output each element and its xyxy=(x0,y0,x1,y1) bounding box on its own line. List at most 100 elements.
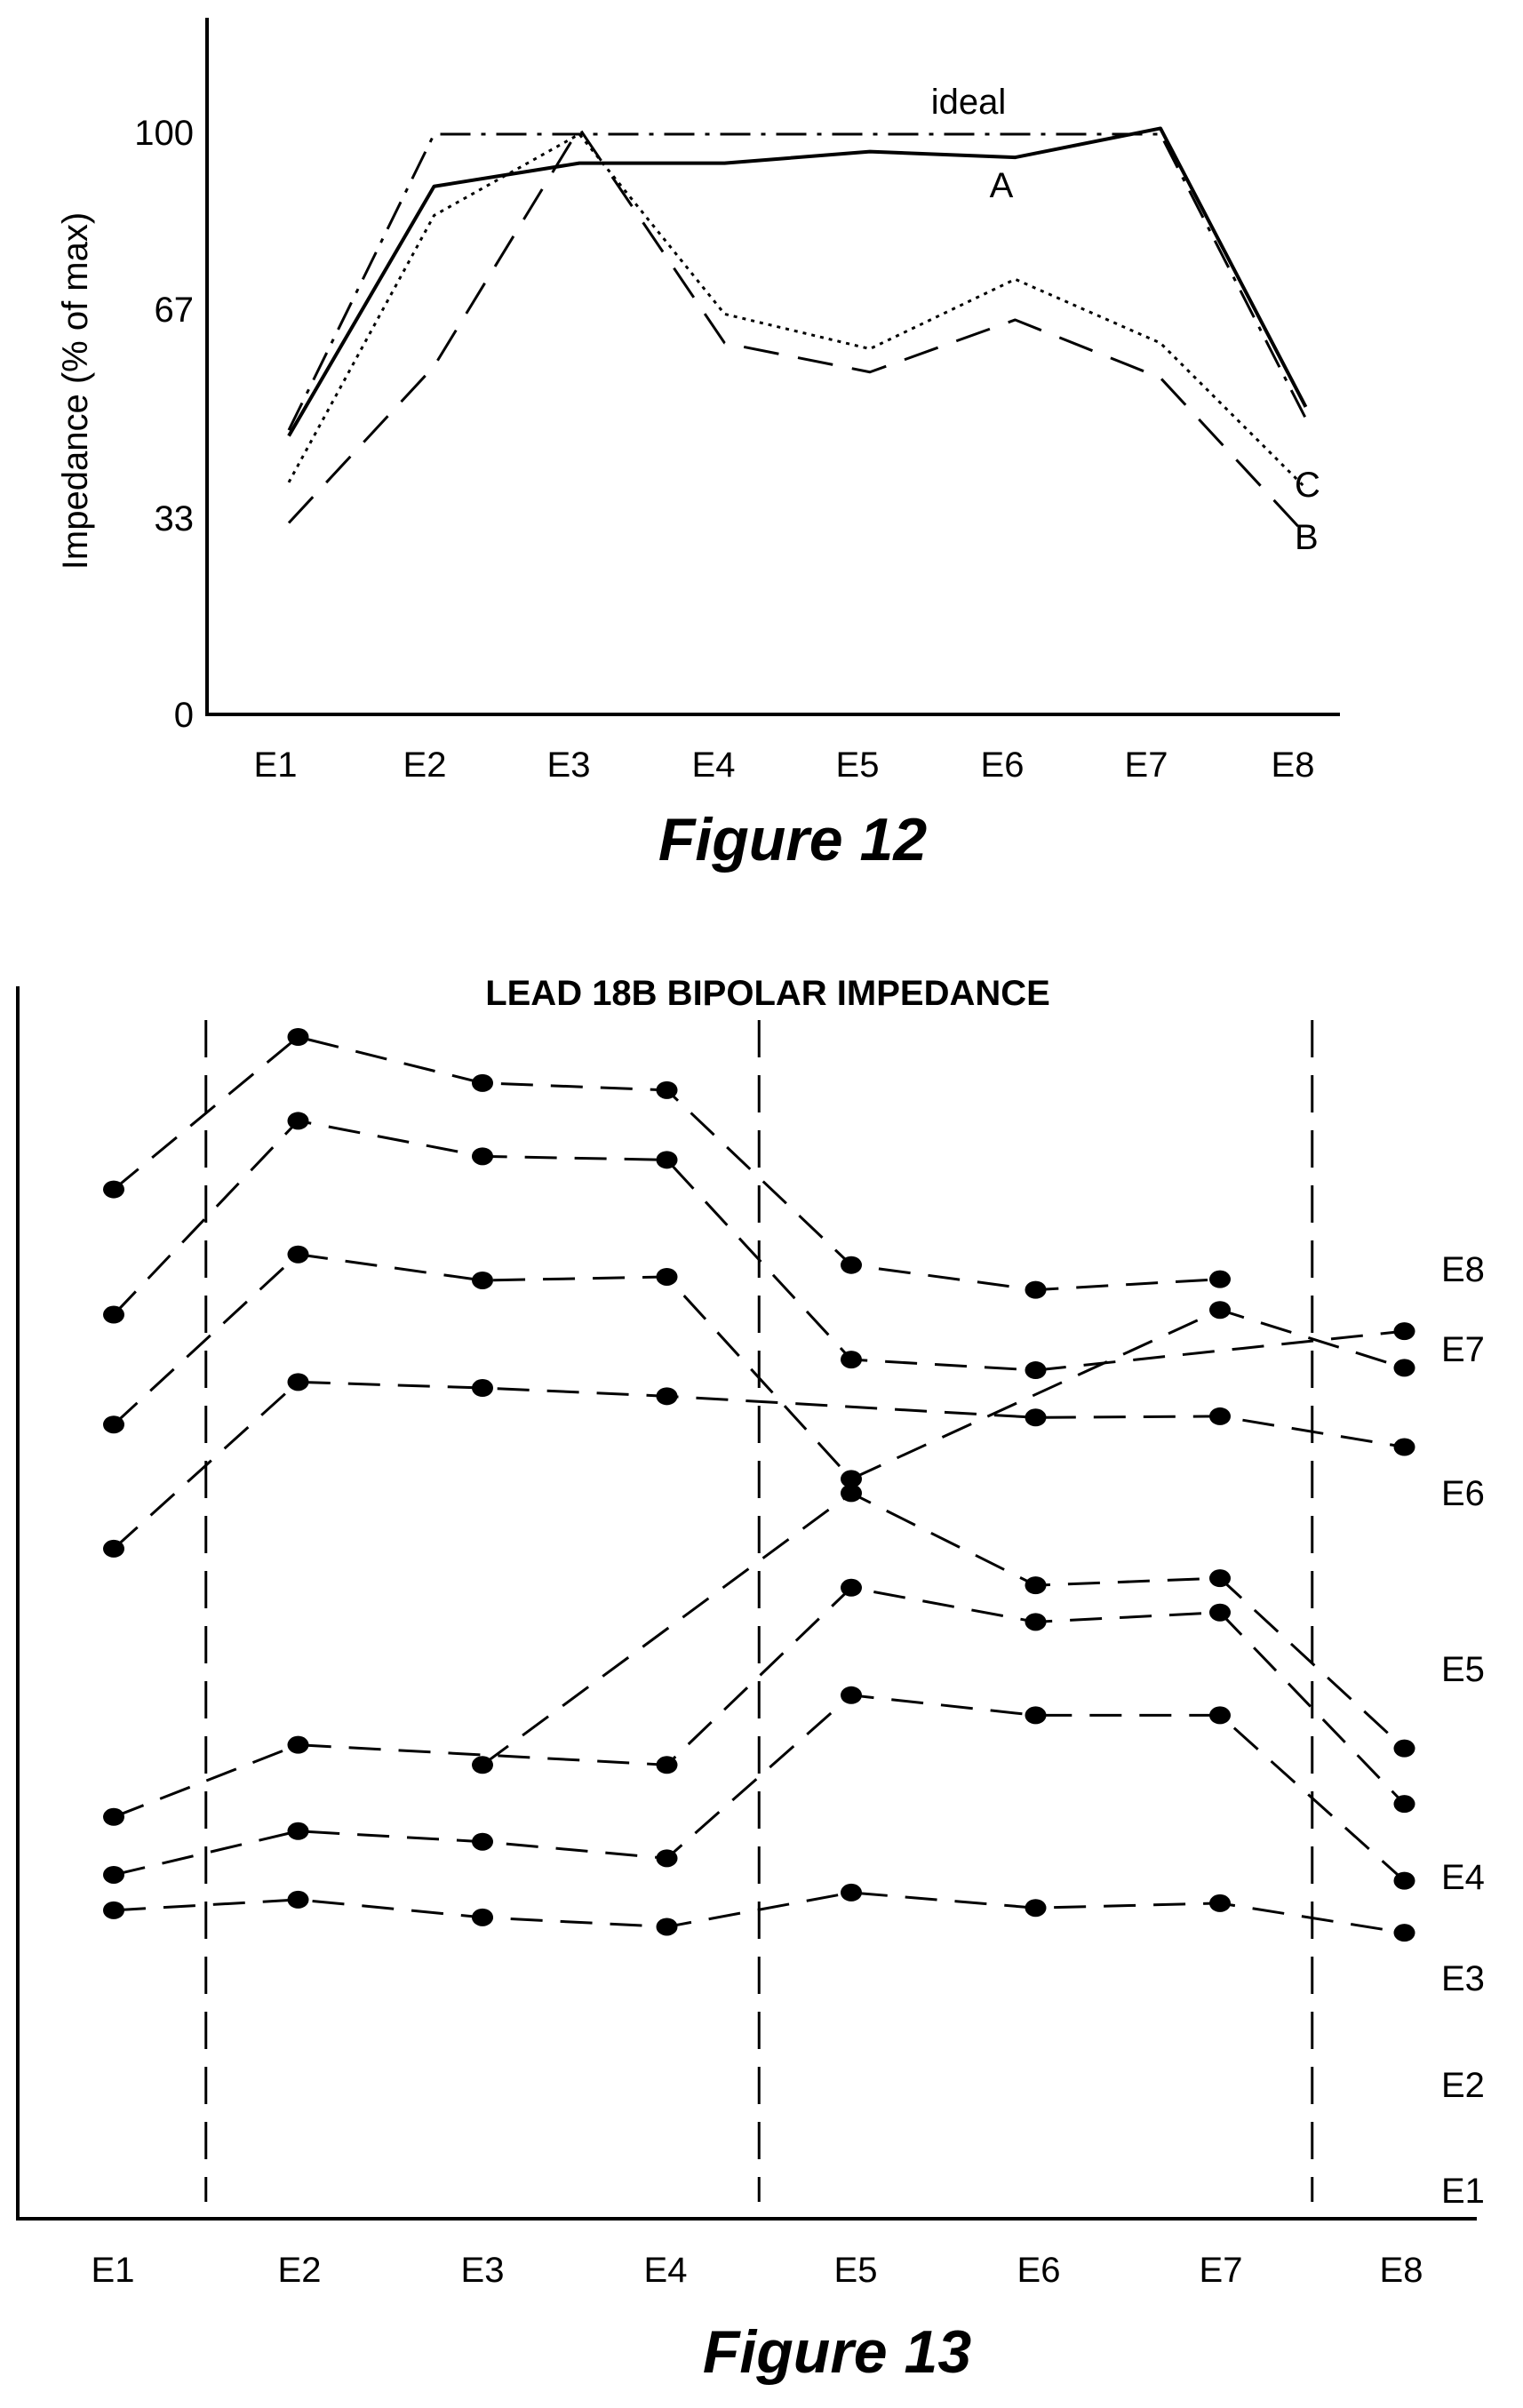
fig13-x-tick-e7: E7 xyxy=(1200,2251,1243,2290)
fig13-series-e3-point-4 xyxy=(841,1578,862,1597)
fig13-series-e2-point-1 xyxy=(103,1865,124,1884)
fig13-series-e1-point-6 xyxy=(1025,1899,1047,1918)
fig13-series-e6-point-6 xyxy=(1209,1301,1231,1320)
fig13-series-e1-point-8 xyxy=(1393,1924,1415,1942)
fig13-series-e6-point-1 xyxy=(103,1415,124,1434)
fig13-series-e1-line xyxy=(113,1891,1405,1934)
figure-13: LEAD 18B BIPOLAR IMPEDANCE E1 E2 E3 E4 E… xyxy=(16,974,1485,2386)
fig13-series-label-e8: E8 xyxy=(1441,1250,1485,1289)
fig13-series-e3-point-7 xyxy=(1393,1795,1415,1814)
fig12-series-label-ideal: ideal xyxy=(931,83,1007,122)
fig13-series-e2-point-3 xyxy=(472,1832,493,1851)
fig13-series-e4-point-1 xyxy=(472,1756,493,1774)
fig12-y-tick-33: 33 xyxy=(155,499,195,538)
fig12-series-c-line xyxy=(287,132,1307,490)
fig13-series-e3-point-1 xyxy=(103,1807,124,1826)
fig13-series-e5-point-6 xyxy=(1209,1407,1231,1425)
fig12-x-tick-e4: E4 xyxy=(692,746,736,785)
fig13-series-e8-point-3 xyxy=(472,1073,493,1092)
fig13-series-e7-point-6 xyxy=(1025,1361,1047,1380)
fig13-series-e2-point-6 xyxy=(1025,1706,1047,1725)
fig13-series-e1-point-5 xyxy=(841,1883,862,1902)
fig12-series-group xyxy=(287,126,1308,536)
fig13-series-e1-point-4 xyxy=(656,1918,678,1936)
fig12-x-tick-e2: E2 xyxy=(403,746,447,785)
fig13-series-e1-point-7 xyxy=(1209,1894,1231,1912)
fig13-series-label-e4: E4 xyxy=(1441,1858,1485,1897)
fig13-series-e2-point-4 xyxy=(656,1849,678,1868)
fig13-series-label-e1: E1 xyxy=(1441,2172,1485,2211)
fig13-series-e3-point-6 xyxy=(1209,1603,1231,1622)
fig13-x-tick-e6: E6 xyxy=(1017,2251,1061,2290)
fig13-series-e8-point-4 xyxy=(656,1080,678,1099)
fig13-series-group xyxy=(103,1028,1415,1942)
fig12-series-label-a: A xyxy=(990,166,1014,205)
fig13-series-e6-point-5 xyxy=(841,1470,862,1488)
fig13-series-e8-point-1 xyxy=(103,1180,124,1199)
fig13-x-tick-e2: E2 xyxy=(278,2251,322,2290)
fig13-series-e4-line xyxy=(482,1491,1406,1766)
fig13-series-e3-point-2 xyxy=(287,1735,309,1754)
fig13-title: LEAD 18B BIPOLAR IMPEDANCE xyxy=(485,974,1050,1013)
fig12-series-label-b: B xyxy=(1295,518,1319,557)
fig13-series-label-e6: E6 xyxy=(1441,1474,1485,1513)
fig13-series-e7-point-4 xyxy=(656,1151,678,1169)
fig13-series-e7-point-7 xyxy=(1393,1322,1415,1341)
fig13-series-e3-point-3 xyxy=(656,1756,678,1774)
fig13-x-tick-e3: E3 xyxy=(461,2251,505,2290)
fig13-series-e5-point-7 xyxy=(1393,1438,1415,1456)
fig13-series-e7-point-1 xyxy=(103,1305,124,1324)
fig13-series-e5-point-1 xyxy=(103,1539,124,1558)
figure-12: 0 33 67 100 Impedance (% of max) E1 E2 E… xyxy=(56,18,1340,873)
fig13-series-label-e3: E3 xyxy=(1441,1959,1485,1998)
fig13-series-e1-point-3 xyxy=(472,1908,493,1926)
fig13-series-label-e5: E5 xyxy=(1441,1650,1485,1689)
fig12-series-a-line xyxy=(287,126,1308,437)
fig12-x-tick-e8: E8 xyxy=(1272,746,1315,785)
fig13-series-e2-point-7 xyxy=(1209,1706,1231,1725)
fig12-x-tick-e5: E5 xyxy=(836,746,880,785)
fig12-x-tick-e3: E3 xyxy=(547,746,591,785)
fig13-series-e4-point-4 xyxy=(1209,1569,1231,1588)
fig13-series-e6-point-4 xyxy=(656,1267,678,1286)
fig12-caption: Figure 12 xyxy=(658,806,927,873)
fig13-series-e8-point-6 xyxy=(1025,1280,1047,1299)
fig13-series-e7-point-3 xyxy=(472,1147,493,1166)
fig12-series-label-c: C xyxy=(1295,466,1320,505)
fig12-x-tick-e6: E6 xyxy=(981,746,1025,785)
fig13-series-e5-point-4 xyxy=(656,1387,678,1406)
fig12-y-tick-100: 100 xyxy=(134,114,194,153)
fig13-series-e6-point-2 xyxy=(287,1245,309,1264)
fig13-series-e6-point-7 xyxy=(1393,1359,1415,1377)
fig13-series-e5-point-3 xyxy=(472,1379,493,1398)
fig13-x-tick-e1: E1 xyxy=(92,2251,135,2290)
fig13-series-e3-point-5 xyxy=(1025,1613,1047,1631)
fig13-series-e2-point-2 xyxy=(287,1822,309,1840)
fig13-series-e8-point-5 xyxy=(841,1256,862,1274)
fig13-series-e2-point-8 xyxy=(1393,1871,1415,1890)
fig12-y-axis-label: Impedance (% of max) xyxy=(56,212,95,570)
fig13-caption: Figure 13 xyxy=(703,2318,971,2386)
fig13-series-label-e7: E7 xyxy=(1441,1330,1485,1369)
fig12-series-ideal-line xyxy=(287,132,1307,431)
fig13-series-e2-point-5 xyxy=(841,1686,862,1704)
fig13-x-tick-e4: E4 xyxy=(644,2251,688,2290)
fig12-y-tick-67: 67 xyxy=(155,291,195,330)
fig13-series-label-e2: E2 xyxy=(1441,2066,1485,2105)
fig13-series-e1-point-1 xyxy=(103,1901,124,1919)
fig13-series-e8-point-2 xyxy=(287,1028,309,1046)
fig13-series-e1-point-2 xyxy=(287,1890,309,1909)
fig13-series-e5-point-2 xyxy=(287,1373,309,1391)
fig13-series-e2-line xyxy=(113,1694,1406,1882)
fig13-series-e8-point-7 xyxy=(1209,1270,1231,1288)
fig13-x-tick-e5: E5 xyxy=(834,2251,878,2290)
fig13-divider-lines xyxy=(204,1020,1314,2202)
fig13-series-e4-point-3 xyxy=(1025,1576,1047,1595)
fig13-series-e6-point-3 xyxy=(472,1271,493,1289)
fig13-series-e4-point-2 xyxy=(841,1484,862,1503)
fig12-x-tick-e7: E7 xyxy=(1125,746,1168,785)
fig13-series-e7-point-5 xyxy=(841,1351,862,1369)
fig13-series-e7-point-2 xyxy=(287,1112,309,1130)
fig13-series-e4-point-5 xyxy=(1393,1739,1415,1758)
